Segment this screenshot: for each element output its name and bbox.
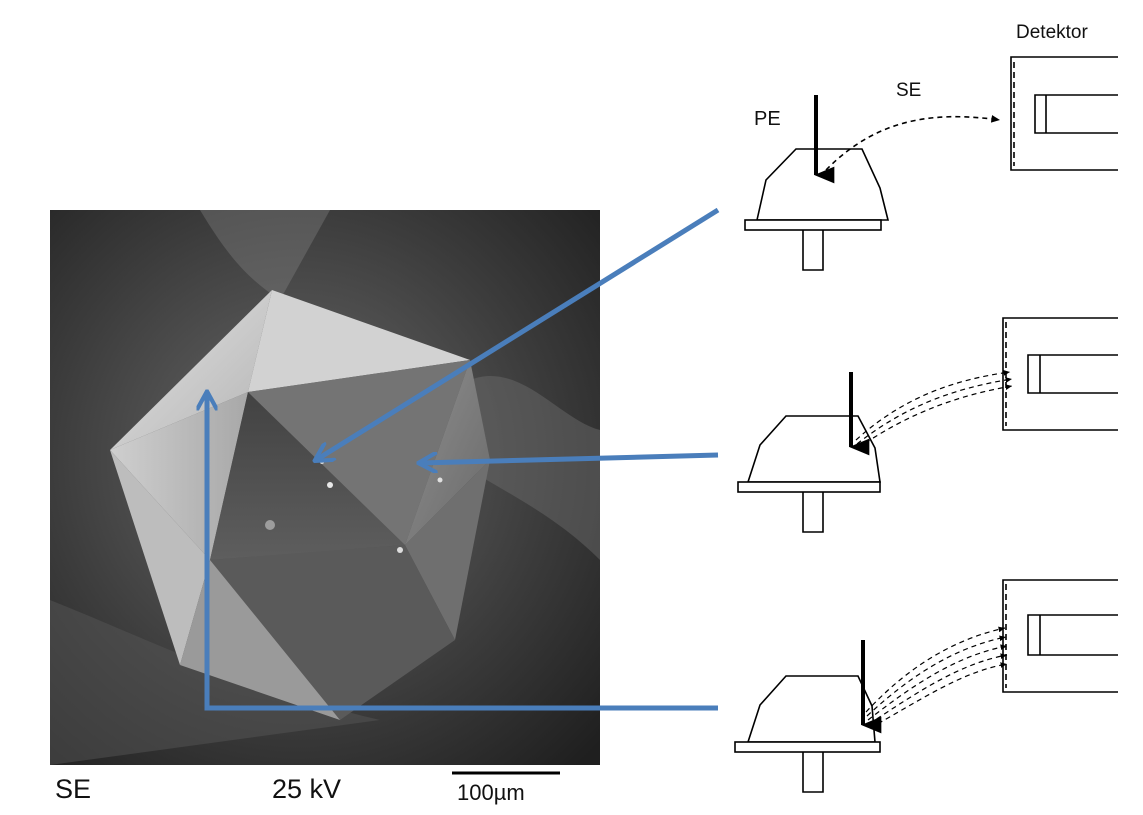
sample-surface: [746, 415, 881, 483]
crystal-face-right: [405, 360, 490, 545]
detector-housing: [1010, 56, 1118, 171]
crystal-face-top: [110, 290, 272, 450]
sem-mode-label: SE: [55, 774, 91, 804]
sample-stage: [734, 741, 881, 753]
crystal-face-bottom: [210, 545, 455, 720]
crystal: [110, 290, 490, 720]
secondary-electron-bundle: [855, 370, 1013, 449]
background-streak: [200, 210, 330, 300]
arrow-to-side-face: [420, 455, 719, 463]
debris-speck: [265, 520, 275, 530]
debris-speck: [437, 477, 443, 483]
arrow-to-edge: [207, 393, 718, 711]
detector-scintillator: [1027, 614, 1118, 656]
blue-arrows: [207, 207, 720, 711]
detector-housing: [1002, 579, 1118, 693]
sem-image: SE 25 kV 100µm: [50, 210, 600, 807]
debris-speck: [320, 460, 324, 464]
primary-beam-label: PE: [754, 108, 781, 130]
sample-surface: [756, 148, 890, 221]
detector-scintillator: [1027, 354, 1118, 394]
crystal-face-bottom-left: [180, 560, 340, 720]
crystal-face-lower-left: [110, 450, 210, 665]
background-streak: [470, 375, 600, 560]
sample-stage: [744, 219, 882, 231]
crystal-face-right-lower: [405, 460, 490, 640]
schematic-1: [744, 56, 1118, 271]
sample-stub: [802, 752, 824, 793]
sample-surface: [746, 675, 876, 743]
debris-speck: [327, 482, 333, 488]
detector-label: Detektor: [1016, 22, 1088, 43]
schematic-2: [737, 317, 1118, 533]
schematic-3: [734, 579, 1118, 793]
crystal-face-center-dark: [210, 392, 405, 560]
crystal-face-center-upper: [248, 360, 470, 545]
crystal-face-left: [110, 392, 248, 560]
detector-scintillator: [1034, 94, 1118, 134]
secondary-electron-path: [825, 115, 1001, 171]
background-streak: [50, 600, 380, 765]
secondary-electron-bundle: [865, 626, 1008, 729]
debris-speck: [397, 547, 403, 553]
detector-housing: [1002, 317, 1118, 431]
sample-stage: [737, 481, 881, 493]
arrow-to-dark-face: [316, 207, 720, 460]
secondary-electron-label: SE: [896, 80, 921, 101]
sample-stub: [802, 230, 824, 271]
sample-stub: [802, 492, 824, 533]
sem-voltage-label: 25 kV: [272, 774, 341, 804]
crystal-face-top-right: [248, 290, 470, 392]
scale-bar-label: 100µm: [457, 780, 525, 805]
